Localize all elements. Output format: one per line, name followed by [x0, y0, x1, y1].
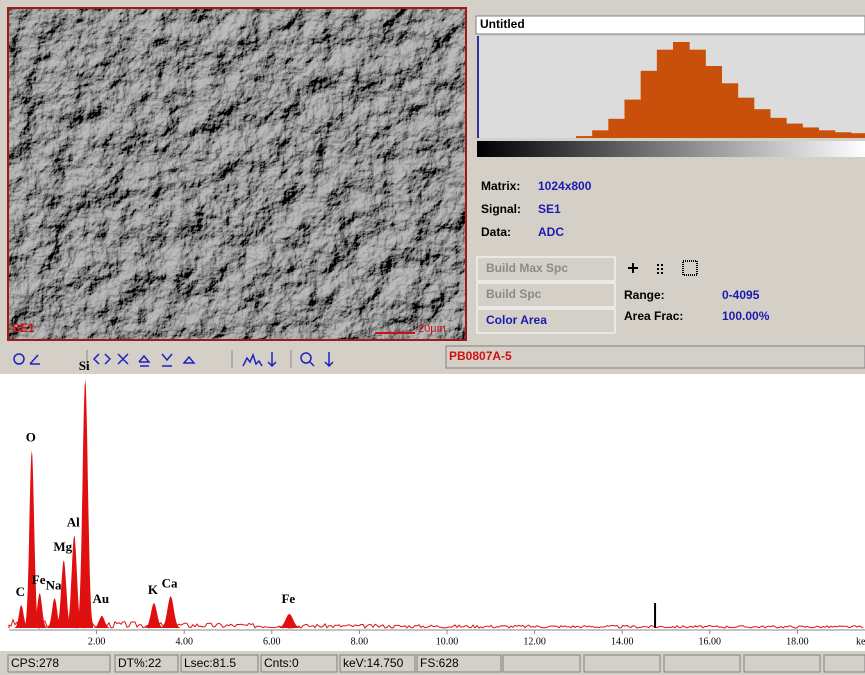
peak-label: O: [26, 430, 36, 445]
histogram-bin: [722, 83, 739, 138]
peak-label: Mg: [53, 539, 72, 554]
x-tick-label: 6.00: [263, 636, 281, 647]
app-window: SE1 20µm Untitled PB0807A-5 Matrix: 1024x…: [0, 0, 865, 675]
grey-scale-bar: [477, 141, 865, 157]
peak-label: C: [16, 584, 25, 599]
histogram-bin: [802, 127, 819, 138]
x-tick-label: 12.00: [523, 636, 546, 647]
info-value: ADC: [538, 225, 564, 239]
info-key: Matrix:: [481, 179, 520, 193]
peak-label: Al: [67, 514, 80, 529]
info-key: Data:: [481, 225, 511, 239]
range-value: 0-4095: [722, 288, 760, 302]
status-text: keV:14.750: [343, 656, 404, 670]
peak-label: K: [148, 582, 159, 597]
x-tick-label: 16.00: [699, 636, 722, 647]
histogram-bin: [770, 118, 787, 138]
page: { "image_panel": {"signal_label": "SE1",…: [0, 0, 865, 675]
peak-label: Ca: [162, 575, 178, 590]
sem-image: [8, 8, 466, 340]
x-tick-label: 2.00: [88, 636, 106, 647]
histogram-bin: [738, 98, 755, 138]
histogram-bin: [705, 66, 722, 138]
button-label[interactable]: Color Area: [486, 313, 547, 327]
info-key: Signal:: [481, 202, 521, 216]
peak-label: Fe: [32, 572, 46, 587]
histogram-bin: [835, 132, 852, 138]
x-tick-label: 8.00: [351, 636, 369, 647]
histogram-bin: [673, 42, 690, 138]
peak-label: Au: [93, 591, 110, 606]
peak-label: Fe: [281, 591, 295, 606]
x-tick-label: 18.00: [786, 636, 809, 647]
histogram-bin: [689, 50, 706, 138]
histogram-bin: [786, 124, 803, 138]
histogram-bin: [625, 100, 642, 138]
histogram-bin: [592, 130, 609, 138]
histogram-bin: [608, 119, 625, 138]
status-text: CPS:278: [11, 656, 59, 670]
spectrum-area: [0, 374, 865, 651]
area-label: Area Frac:: [624, 309, 683, 323]
range-label: Range:: [624, 288, 665, 302]
histogram-title: Untitled: [480, 17, 525, 31]
status-text: Lsec:81.5: [184, 656, 236, 670]
signal-label: SE1: [12, 321, 35, 335]
scale-label: 20µm: [418, 323, 446, 335]
x-tick-label: 10.00: [436, 636, 459, 647]
x-tick-label: 14.00: [611, 636, 634, 647]
histogram-bin: [641, 71, 658, 138]
peak-label: Si: [79, 358, 90, 373]
area-value: 100.00%: [722, 309, 770, 323]
histogram-bin: [851, 133, 865, 138]
histogram-bin: [657, 50, 674, 138]
info-value: SE1: [538, 202, 561, 216]
spectrum-title: PB0807A-5: [449, 349, 512, 363]
status-text: FS:628: [420, 656, 459, 670]
status-text: Cnts:0: [264, 656, 299, 670]
button-label[interactable]: Build Max Spc: [486, 261, 568, 275]
status-text: DT%:22: [118, 656, 162, 670]
button-label[interactable]: Build Spc: [486, 287, 542, 301]
x-tick-label: 4.00: [175, 636, 193, 647]
histogram-bin: [754, 109, 771, 138]
peak-label: Na: [46, 577, 62, 592]
histogram-bin: [576, 136, 593, 138]
title-box: [476, 16, 865, 34]
histogram-bin: [819, 130, 836, 138]
info-value: 1024x800: [538, 179, 592, 193]
x-unit: keV: [856, 636, 865, 647]
